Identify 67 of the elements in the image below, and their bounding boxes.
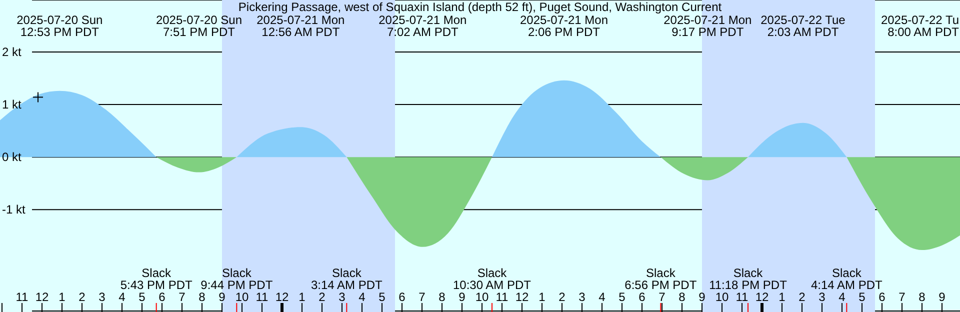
x-tick-label: 4 (598, 290, 606, 304)
x-tick-label: 1 (298, 290, 306, 304)
annotation: Slack 6:56 PM PDT (624, 266, 698, 292)
x-tick-label: 9 (218, 290, 226, 304)
annotation: Slack 9:44 PM PDT (200, 266, 274, 292)
x-tick-label: 8 (438, 290, 446, 304)
x-tick-label: 6 (158, 290, 166, 304)
y-tick-label: -1 kt (2, 202, 26, 217)
x-tick-label: 9 (458, 290, 466, 304)
x-tick-label: 2 (78, 290, 86, 304)
annotation: 2025-07-22 Tue 2:03 AM PDT (760, 13, 846, 39)
x-tick-label: 7 (418, 290, 426, 304)
x-tick-label: 12 (35, 290, 49, 304)
x-tick-label: 3 (578, 290, 586, 304)
annotation: 2025-07-20 Sun 7:51 PM PDT (156, 13, 242, 39)
annotation: Slack 11:18 PM PDT (709, 266, 788, 292)
x-tick-label: 8 (918, 290, 926, 304)
annotation: 2025-07-21 Mon 2:06 PM PDT (520, 13, 608, 39)
annotation: Slack 5:43 PM PDT (120, 266, 194, 292)
annotation: 2025-07-22 Tu 8:00 AM PDT (880, 13, 960, 39)
x-tick-label: 2 (558, 290, 566, 304)
x-tick-label: 3 (98, 290, 106, 304)
annotation: 2025-07-21 Mon 7:02 AM PDT (378, 13, 467, 39)
x-tick-label: 11 (736, 290, 749, 304)
x-tick-label: 5 (858, 290, 866, 304)
x-tick-label: 11 (256, 290, 269, 304)
x-tick-label: 10 (715, 290, 729, 304)
x-tick-label: 10 (475, 290, 489, 304)
x-tick-label: 7 (658, 290, 666, 304)
annotation: 2025-07-21 Mon 9:17 PM PDT (664, 13, 752, 39)
chart-title: Pickering Passage, west of Squaxin Island (depth 52 ft), Puget Sound, Washington Current (238, 0, 722, 14)
x-tick-label: 12 (755, 290, 769, 304)
x-tick-label: 11 (496, 290, 509, 304)
x-tick-label: 4 (118, 290, 126, 304)
x-tick-label: 7 (178, 290, 186, 304)
x-tick-label: 11 (16, 290, 29, 304)
x-tick-label: 9 (698, 290, 706, 304)
x-tick-label: 1 (778, 290, 786, 304)
annotation: Slack 4:14 AM PDT (810, 266, 884, 292)
x-tick-label: 3 (338, 290, 346, 304)
x-tick-label: 5 (378, 290, 386, 304)
x-tick-label: 4 (358, 290, 366, 304)
y-tick-label: 1 kt (2, 98, 22, 112)
x-tick-label: 12 (275, 290, 289, 304)
annotation: 2025-07-20 Sun 12:53 PM PDT (16, 13, 103, 39)
y-tick-label: 2 kt (2, 45, 22, 60)
x-tick-label: 5 (138, 290, 146, 304)
x-tick-label: 4 (838, 290, 846, 304)
x-tick-label: 7 (898, 290, 906, 304)
x-tick-label: 1 (58, 290, 66, 304)
annotation: 2025-07-21 Mon 12:56 AM PDT (256, 13, 345, 39)
x-tick-label: 8 (198, 290, 206, 304)
y-tick-label: 0 kt (2, 150, 22, 164)
x-tick-label: 10 (235, 290, 249, 304)
x-tick-label: 3 (818, 290, 826, 304)
x-tick-label: 6 (398, 290, 406, 304)
x-tick-label: 9 (938, 290, 946, 304)
annotation: Slack 3:14 AM PDT (310, 266, 384, 292)
annotation: Slack 10:30 AM PDT (452, 266, 532, 292)
x-tick-label: 12 (515, 290, 529, 304)
x-tick-label: 6 (878, 290, 886, 304)
x-tick-label: 6 (638, 290, 646, 304)
x-tick-label: 8 (678, 290, 686, 304)
x-tick-label: 2 (318, 290, 326, 304)
x-tick-label: 2 (798, 290, 806, 304)
x-tick-label: 1 (538, 290, 546, 304)
x-tick-label: 5 (618, 290, 626, 304)
